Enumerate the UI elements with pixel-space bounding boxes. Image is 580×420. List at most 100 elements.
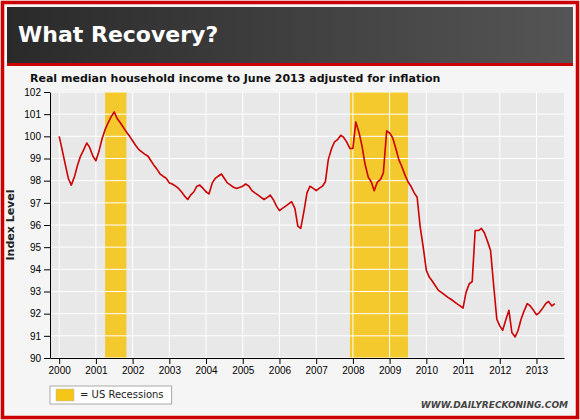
tick: 100 (24, 131, 50, 142)
tick-label: 98 (30, 175, 42, 186)
axis-domain (50, 93, 51, 359)
tick-label: 2009 (379, 365, 402, 376)
grid-line-x (352, 92, 353, 358)
tick-label: 2000 (49, 365, 72, 376)
grid-line-x (536, 92, 537, 358)
tick-mark (390, 358, 391, 364)
tick-label: 2001 (85, 365, 108, 376)
grid-line-y (50, 180, 564, 181)
tick-label: 2004 (195, 365, 218, 376)
tick-mark (44, 336, 50, 337)
tick-mark (44, 269, 50, 270)
grid-line-y (50, 313, 564, 314)
tick-label: 102 (24, 87, 41, 98)
y-axis-label: Index Level (4, 189, 17, 260)
frame-border (3, 3, 578, 418)
tick-mark (44, 159, 50, 160)
y-axis: 90919293949596979899100101102 (24, 87, 50, 364)
legend-label: = US Recessions (80, 389, 164, 400)
tick: 2009 (379, 358, 402, 376)
tick-label: 94 (30, 264, 42, 275)
tick: 2008 (342, 358, 365, 376)
tick-mark (169, 358, 170, 364)
tick-mark (44, 358, 50, 359)
tick-mark (316, 358, 317, 364)
line (59, 112, 555, 337)
axis-domain (51, 358, 565, 359)
background (0, 0, 580, 420)
tick: 2013 (526, 358, 549, 376)
grid-line-x (132, 92, 133, 358)
tick: 97 (30, 198, 50, 209)
tick: 2005 (232, 358, 255, 376)
legend-box (50, 386, 172, 404)
plot-background (50, 92, 564, 358)
tick-mark (44, 292, 50, 293)
tick-label: 95 (30, 242, 42, 253)
tick-label: 2007 (306, 365, 329, 376)
tick: 93 (30, 286, 50, 297)
grid-line-x (95, 92, 96, 358)
title-separator (7, 63, 573, 66)
tick-label: 99 (30, 153, 42, 164)
tick: 2000 (49, 358, 72, 376)
grid-line-y (50, 335, 564, 336)
plot: 9091929394959697989910010110220002001200… (4, 87, 565, 376)
title: What Recovery? (18, 22, 218, 47)
tick: 102 (24, 87, 50, 98)
tick-mark (206, 358, 207, 364)
tick-mark (133, 358, 134, 364)
tick-mark (353, 358, 354, 364)
grid-line-x (426, 92, 427, 358)
tick-label: 97 (30, 198, 42, 209)
tick-label: 2008 (342, 365, 365, 376)
tick-label: 101 (24, 109, 41, 120)
grid-line-x (59, 92, 60, 358)
tick-label: 2002 (122, 365, 145, 376)
tick-mark (279, 358, 280, 364)
grid-line-y (50, 202, 564, 203)
watermark: WWW.DAILYRECKONING.COM (421, 400, 568, 410)
grid-line-y (50, 247, 564, 248)
tick: 2003 (159, 358, 182, 376)
grid-line-y (50, 114, 564, 115)
tick-mark (243, 358, 244, 364)
tick-mark (500, 358, 501, 364)
grid (50, 92, 564, 358)
tick-mark (426, 358, 427, 364)
tick-mark (96, 358, 97, 364)
tick: 2001 (85, 358, 108, 376)
tick-label: 96 (30, 220, 42, 231)
grid-line-x (499, 92, 500, 358)
grid-line-x (316, 92, 317, 358)
tick-mark (44, 181, 50, 182)
tick-mark (44, 247, 50, 248)
tick-mark (463, 358, 464, 364)
tick: 95 (30, 242, 50, 253)
grid-line-x (463, 92, 464, 358)
grid-line-x (206, 92, 207, 358)
tick-label: 2003 (159, 365, 182, 376)
tick: 2012 (489, 358, 512, 376)
tick-mark (536, 358, 537, 364)
tick-label: 2005 (232, 365, 255, 376)
tick-label: 90 (30, 353, 42, 364)
grid-line-x (169, 92, 170, 358)
grid-line-y (50, 158, 564, 159)
tick: 92 (30, 308, 50, 319)
tick: 99 (30, 153, 50, 164)
tick-mark (44, 225, 50, 226)
tick-label: 2011 (453, 365, 475, 376)
tick: 96 (30, 220, 50, 231)
grid-line-y (50, 269, 564, 270)
chart: What Recovery?Real median household inco… (0, 0, 580, 420)
tick: 90 (30, 353, 50, 364)
tick-mark (44, 92, 50, 93)
tick: 2006 (269, 358, 292, 376)
tick-label: 92 (30, 308, 42, 319)
tick-label: 2013 (526, 365, 549, 376)
tick: 94 (30, 264, 50, 275)
marks (50, 92, 564, 358)
grid-line-x (279, 92, 280, 358)
grid-line-y (50, 291, 564, 292)
